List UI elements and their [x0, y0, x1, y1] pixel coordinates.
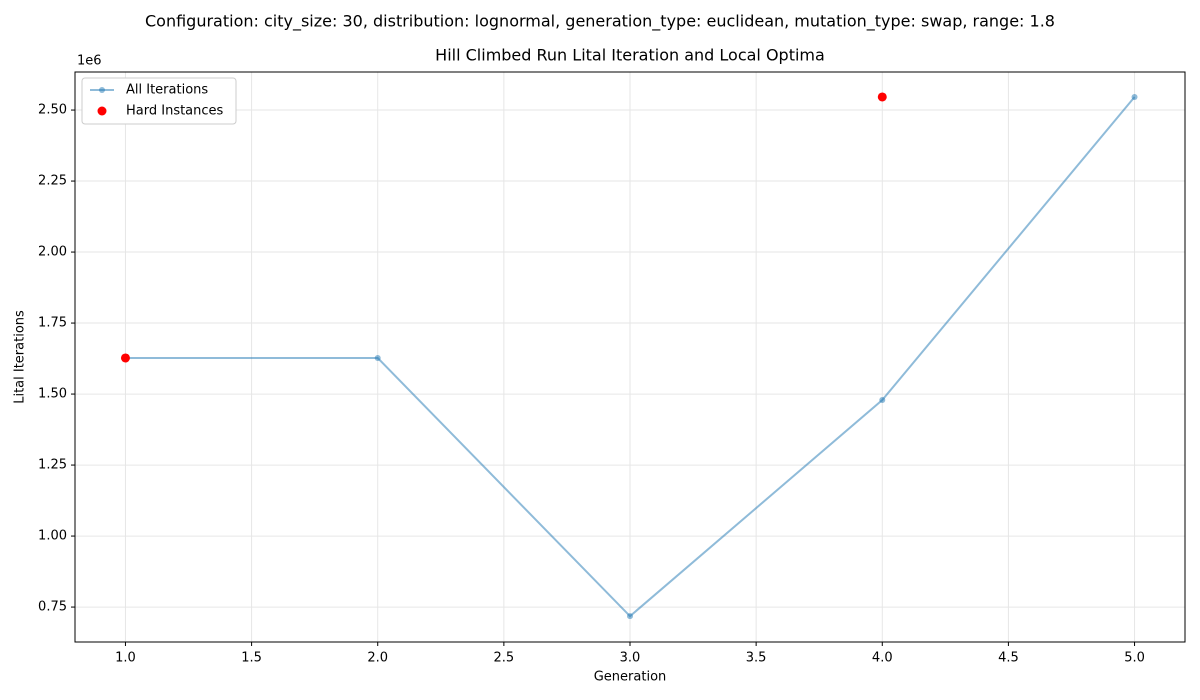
y-offset-label: 1e6 — [77, 54, 102, 69]
y-tick-label: 1.25 — [38, 458, 67, 473]
x-tick-label: 2.0 — [367, 651, 388, 666]
x-tick-label: 1.0 — [115, 651, 136, 666]
x-tick-label: 4.5 — [998, 651, 1019, 666]
point — [877, 92, 887, 102]
x-tick-label: 1.5 — [241, 651, 262, 666]
x-tick-label: 5.0 — [1124, 651, 1145, 666]
legend-label: Hard Instances — [126, 104, 224, 119]
point — [627, 613, 633, 620]
x-tick-label: 2.5 — [494, 651, 515, 666]
chart-title: Hill Climbed Run Lital Iteration and Loc… — [435, 46, 825, 65]
legend-marker — [97, 106, 107, 116]
x-axis-label: Generation — [594, 670, 667, 685]
legend-label: All Iterations — [126, 83, 208, 98]
plot-frame — [74, 71, 1186, 643]
y-tick-label: 1.00 — [38, 529, 67, 544]
suptitle: Configuration: city_size: 30, distributi… — [145, 12, 1055, 32]
y-axis-label: Lital Iterations — [13, 310, 28, 404]
point — [1131, 93, 1138, 100]
y-tick-label: 1.75 — [38, 316, 67, 331]
x-tick-label: 3.0 — [620, 651, 641, 666]
point — [879, 397, 886, 404]
point — [374, 354, 381, 361]
y-tick-label: 0.75 — [38, 600, 67, 615]
y-tick-label: 1.50 — [38, 387, 67, 402]
y-tick-label: 2.00 — [38, 245, 67, 260]
x-tick-label: 3.5 — [746, 651, 767, 666]
point — [120, 353, 130, 363]
y-tick-label: 2.25 — [38, 174, 67, 189]
legend-marker — [99, 87, 105, 93]
x-tick-label: 4.0 — [872, 651, 893, 666]
grid — [75, 72, 1185, 642]
y-tick-label: 2.50 — [38, 103, 67, 118]
legend-box — [81, 77, 237, 125]
